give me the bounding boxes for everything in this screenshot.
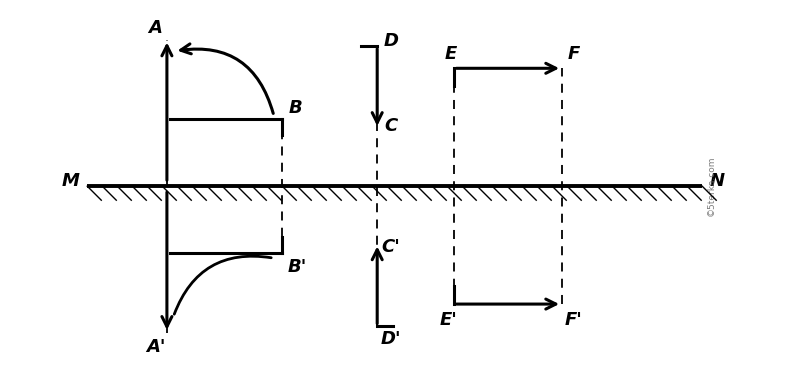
Text: E': E': [439, 311, 458, 329]
FancyArrowPatch shape: [174, 256, 271, 314]
Text: D': D': [381, 330, 401, 348]
Text: A: A: [149, 19, 162, 37]
Text: N: N: [710, 172, 725, 190]
Text: E: E: [444, 45, 456, 63]
Text: C': C': [382, 238, 400, 256]
FancyArrowPatch shape: [181, 44, 273, 113]
Text: F': F': [565, 311, 582, 329]
Text: B': B': [288, 258, 307, 276]
Text: C: C: [384, 117, 398, 135]
Text: D: D: [384, 32, 399, 50]
Text: F: F: [567, 45, 579, 63]
Text: ©5terka.com: ©5terka.com: [707, 156, 716, 216]
Text: A': A': [145, 338, 165, 356]
Text: M: M: [62, 172, 80, 190]
Text: B: B: [288, 99, 303, 117]
